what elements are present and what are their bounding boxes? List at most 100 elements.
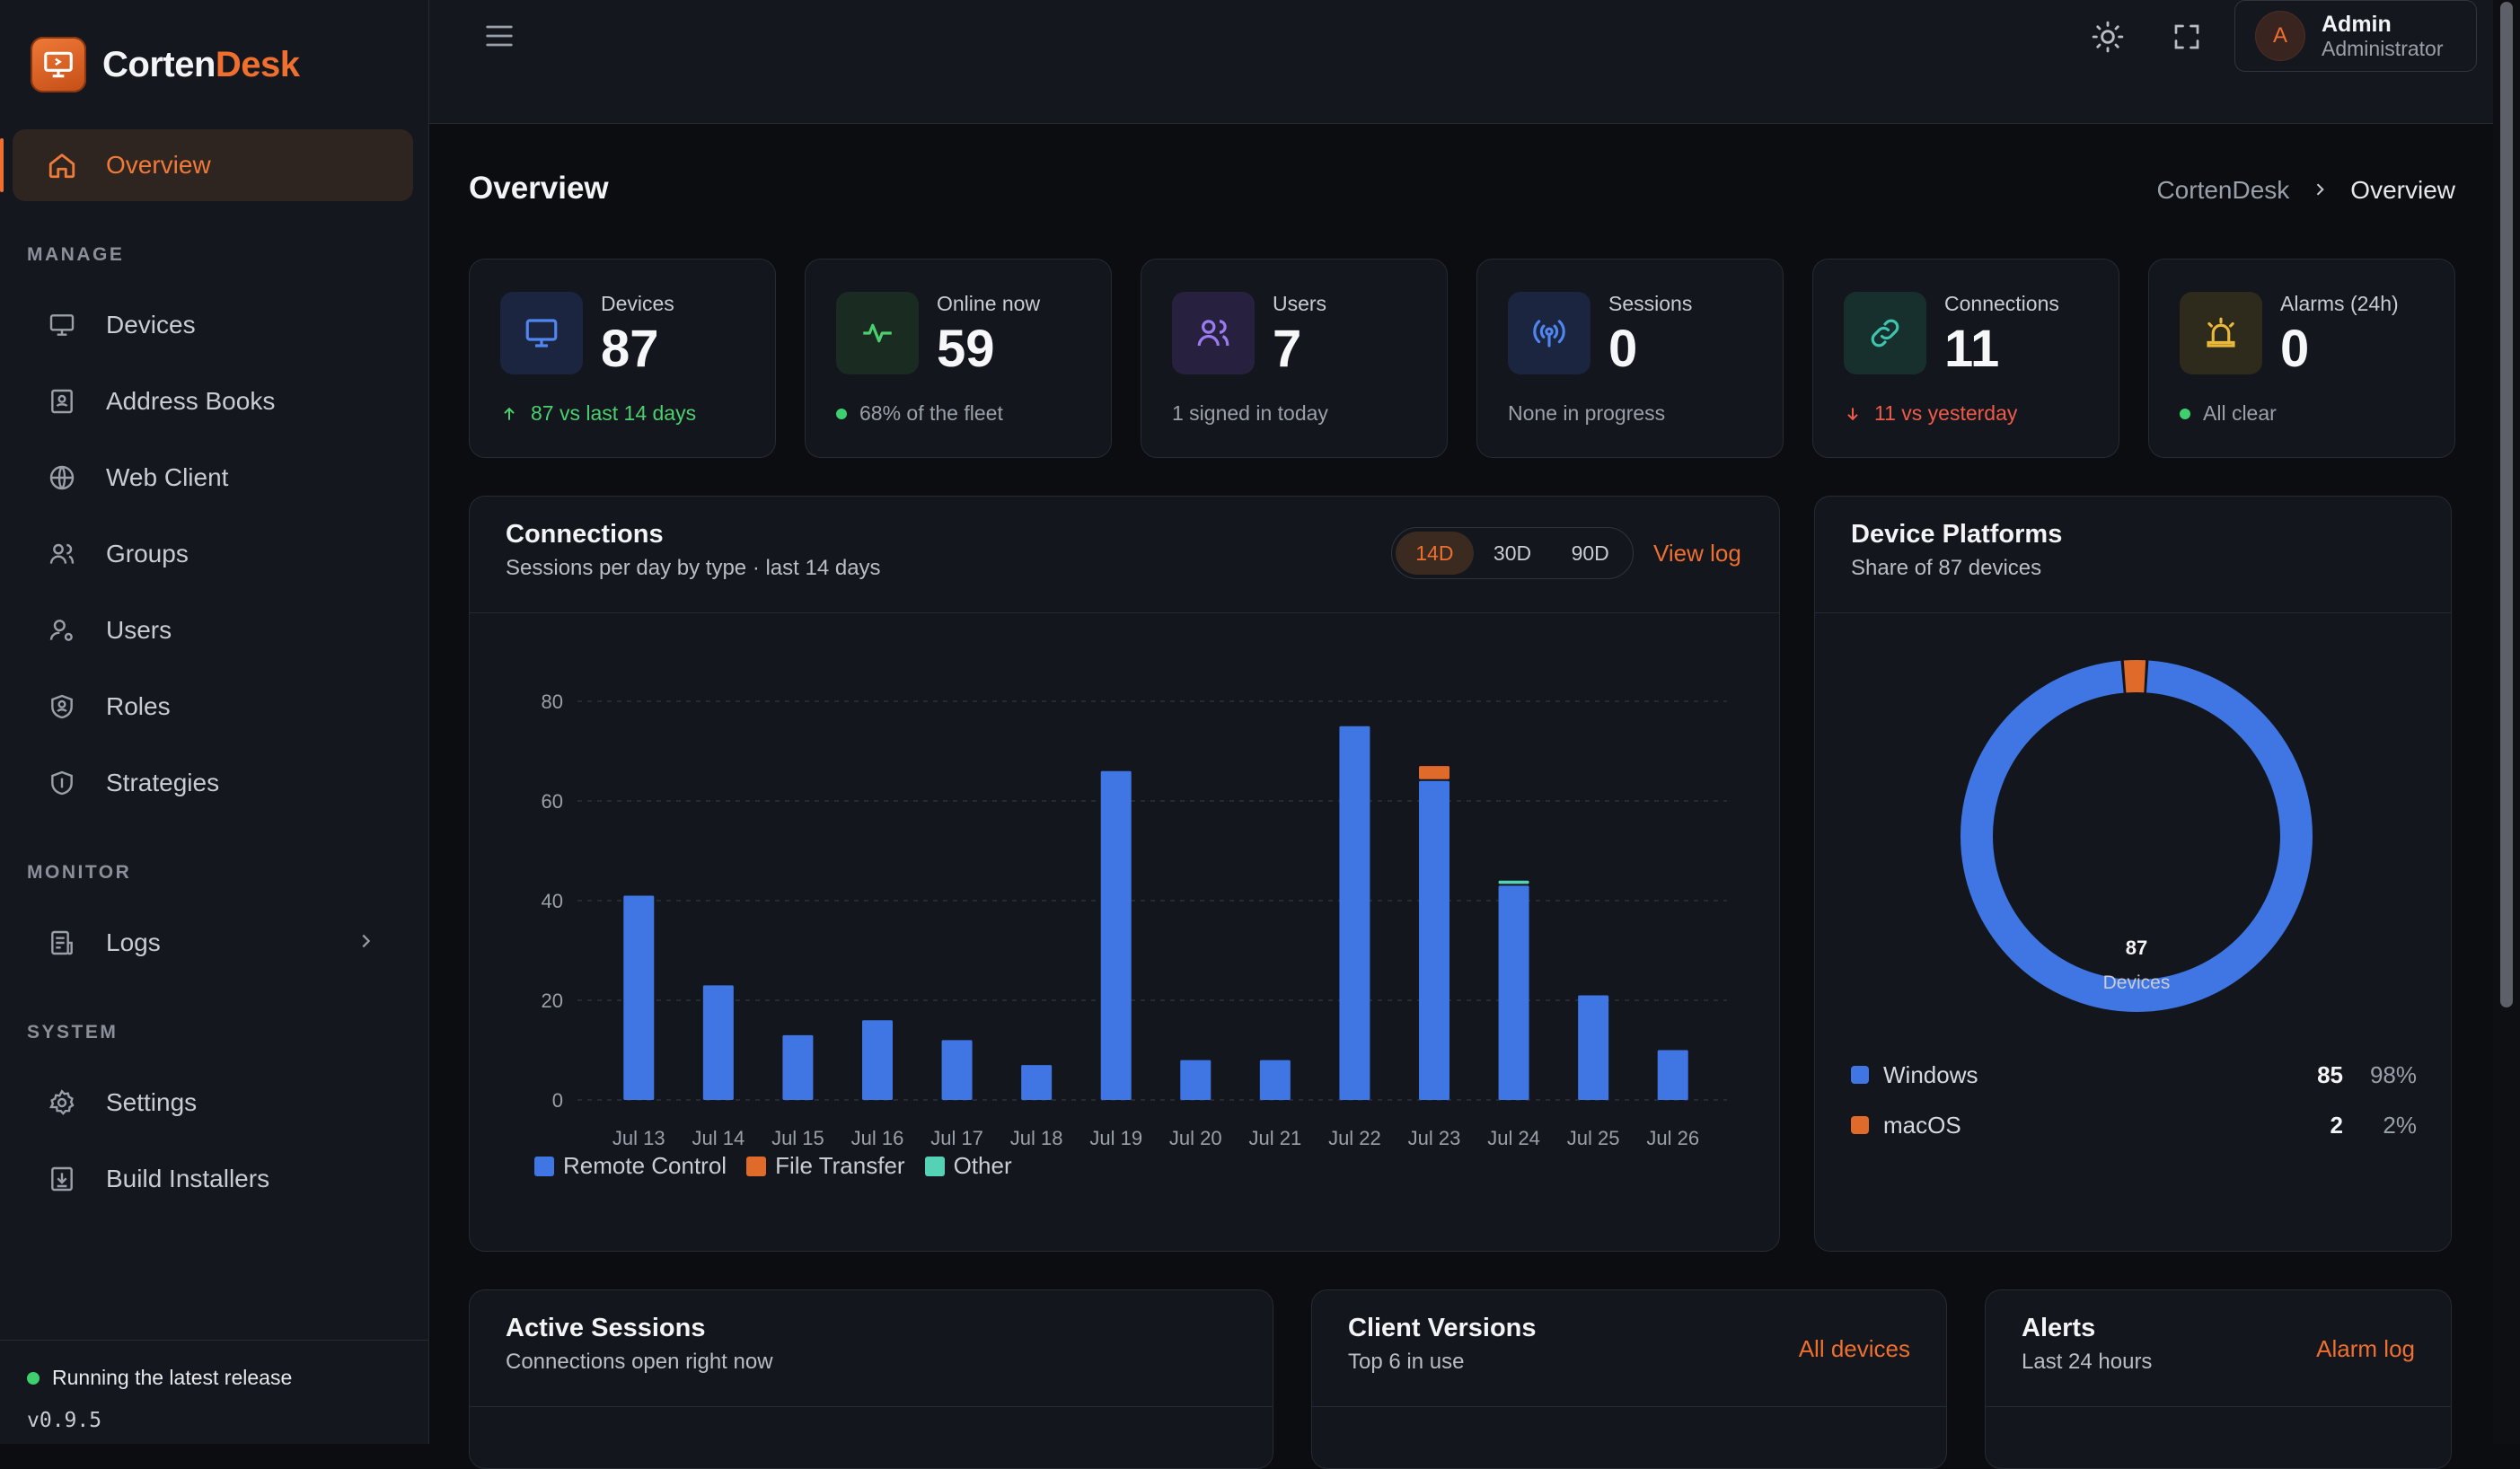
- x-tick-label: Jul 15: [771, 1127, 824, 1149]
- legend-label: Other: [953, 1152, 1012, 1179]
- stat-card-online[interactable]: Online now 59 68% of the fleet: [805, 259, 1112, 458]
- breadcrumb-root[interactable]: CortenDesk: [2156, 176, 2290, 204]
- nav-address-books[interactable]: Address Books: [13, 365, 413, 437]
- nav-settings[interactable]: Settings: [13, 1067, 413, 1139]
- release-status-text: Running the latest release: [52, 1366, 293, 1389]
- platform-name: macOS: [1883, 1111, 1961, 1139]
- legend-swatch: [1851, 1066, 1869, 1084]
- nav-overview[interactable]: Overview: [0, 129, 413, 201]
- card-title: Alerts: [2022, 1314, 2096, 1342]
- x-tick-label: Jul 16: [851, 1127, 904, 1149]
- legend-swatch: [534, 1157, 554, 1176]
- stat-card-users[interactable]: Users 7 1 signed in today: [1141, 259, 1448, 458]
- legend-item[interactable]: Other: [924, 1152, 1012, 1180]
- alerts-card: Alerts Last 24 hours Alarm log: [1985, 1289, 2452, 1469]
- brand-name-a: Corten: [102, 44, 216, 84]
- nav-logs-label: Logs: [106, 928, 161, 956]
- stat-card-connections[interactable]: Connections 11 11 vs yesterday: [1812, 259, 2119, 458]
- stat-trend-text: 68% of the fleet: [859, 401, 1003, 425]
- legend-swatch: [1851, 1116, 1869, 1134]
- x-tick-label: Jul 22: [1328, 1127, 1381, 1149]
- bar-remote-control: [623, 895, 655, 1100]
- stat-card-devices[interactable]: Devices 87 87 vs last 14 days: [469, 259, 776, 458]
- bar-remote-control: [1100, 770, 1132, 1100]
- nav-devices[interactable]: Devices: [13, 289, 413, 361]
- range-14d[interactable]: 14D: [1396, 532, 1474, 575]
- stat-card-sessions[interactable]: Sessions 0 None in progress: [1476, 259, 1784, 458]
- card-title: Connections: [506, 520, 664, 549]
- user-info: Admin Administrator: [2322, 12, 2443, 60]
- all-devices-link[interactable]: All devices: [1798, 1335, 1910, 1362]
- avatar: A: [2255, 11, 2305, 61]
- stat-trend: 68% of the fleet: [836, 401, 1003, 426]
- nav-web-client-label: Web Client: [106, 463, 229, 491]
- arrow-up-icon: [504, 407, 515, 420]
- legend-swatch: [924, 1157, 945, 1176]
- platform-row-windows[interactable]: Windows 85 98%: [1851, 1057, 2417, 1093]
- link-icon: [1844, 292, 1926, 374]
- legend-item[interactable]: File Transfer: [746, 1152, 905, 1180]
- alarm-log-link[interactable]: Alarm log: [2316, 1335, 2415, 1362]
- bar-remote-control: [862, 1020, 893, 1100]
- nav-users[interactable]: Users: [13, 594, 413, 666]
- brand[interactable]: CortenDesk: [31, 34, 300, 95]
- user-menu[interactable]: A Admin Administrator: [2234, 0, 2477, 72]
- card-subtitle: Last 24 hours: [2022, 1350, 2153, 1374]
- range-30d[interactable]: 30D: [1493, 541, 1532, 565]
- platform-row-macos[interactable]: macOS 2 2%: [1851, 1107, 2417, 1143]
- legend-label: File Transfer: [775, 1152, 905, 1179]
- scrollbar[interactable]: [2493, 0, 2520, 1444]
- nav-devices-label: Devices: [106, 311, 196, 339]
- address-book-icon: [45, 384, 79, 418]
- nav-logs[interactable]: Logs: [13, 907, 413, 979]
- bar-remote-control: [1021, 1065, 1053, 1100]
- stat-trend: All clear: [2180, 401, 2277, 426]
- donut-slice-macos: [1960, 660, 2313, 1012]
- chevron-right-icon: [356, 928, 375, 957]
- x-tick-label: Jul 26: [1646, 1127, 1699, 1149]
- y-tick-label: 60: [542, 790, 563, 813]
- stat-trend: 87 vs last 14 days: [500, 401, 696, 426]
- siren-icon: [2180, 292, 2262, 374]
- stat-value: 11: [1944, 320, 2000, 378]
- platform-percent: 2%: [2383, 1111, 2417, 1139]
- scrollbar-thumb[interactable]: [2500, 2, 2513, 1007]
- nav-roles[interactable]: Roles: [13, 671, 413, 743]
- stat-card-alarms[interactable]: Alarms (24h) 0 All clear: [2148, 259, 2455, 458]
- menu-icon[interactable]: [481, 18, 517, 54]
- globe-icon: [45, 461, 79, 495]
- card-title: Client Versions: [1348, 1314, 1537, 1342]
- platforms-card: Device Platforms Share of 87 devices 87 …: [1814, 496, 2452, 1252]
- y-tick-label: 20: [542, 990, 563, 1012]
- stat-label: Users: [1273, 292, 1327, 315]
- sun-icon[interactable]: [2087, 16, 2128, 57]
- bar-remote-control: [1180, 1060, 1212, 1100]
- gear-icon: [45, 1086, 79, 1120]
- brand-logo-icon: [31, 37, 86, 92]
- client-versions-card-header: Client Versions Top 6 in use All devices: [1312, 1290, 1946, 1407]
- view-log-link[interactable]: View log: [1653, 540, 1741, 567]
- expand-icon[interactable]: [2166, 16, 2207, 57]
- stat-trend-text: 87 vs last 14 days: [531, 401, 697, 425]
- active-sessions-card: Active Sessions Connections open right n…: [469, 1289, 1273, 1469]
- nav-web-client[interactable]: Web Client: [13, 442, 413, 514]
- nav-strategies-label: Strategies: [106, 769, 220, 796]
- status-dot: [27, 1371, 40, 1385]
- stat-label: Alarms (24h): [2280, 292, 2399, 315]
- nav-groups[interactable]: Groups: [13, 518, 413, 590]
- bar-remote-control: [1259, 1060, 1291, 1100]
- bar-other: [1498, 880, 1529, 884]
- platforms-donut-chart: 87 Devices: [1960, 660, 2313, 1012]
- range-90d[interactable]: 90D: [1571, 541, 1609, 565]
- y-tick-label: 40: [542, 890, 563, 912]
- legend-item[interactable]: Remote Control: [534, 1152, 727, 1180]
- release-status: Running the latest release: [27, 1366, 292, 1390]
- nav-strategies[interactable]: Strategies: [13, 747, 413, 819]
- nav-build-installers[interactable]: Build Installers: [13, 1143, 413, 1215]
- stat-label: Online now: [937, 292, 1041, 315]
- nav-settings-label: Settings: [106, 1088, 198, 1116]
- bar-remote-control: [1339, 726, 1370, 1100]
- x-tick-label: Jul 17: [930, 1127, 983, 1149]
- chart-legend: Remote Control File Transfer Other: [534, 1152, 1012, 1180]
- users-icon: [45, 537, 79, 571]
